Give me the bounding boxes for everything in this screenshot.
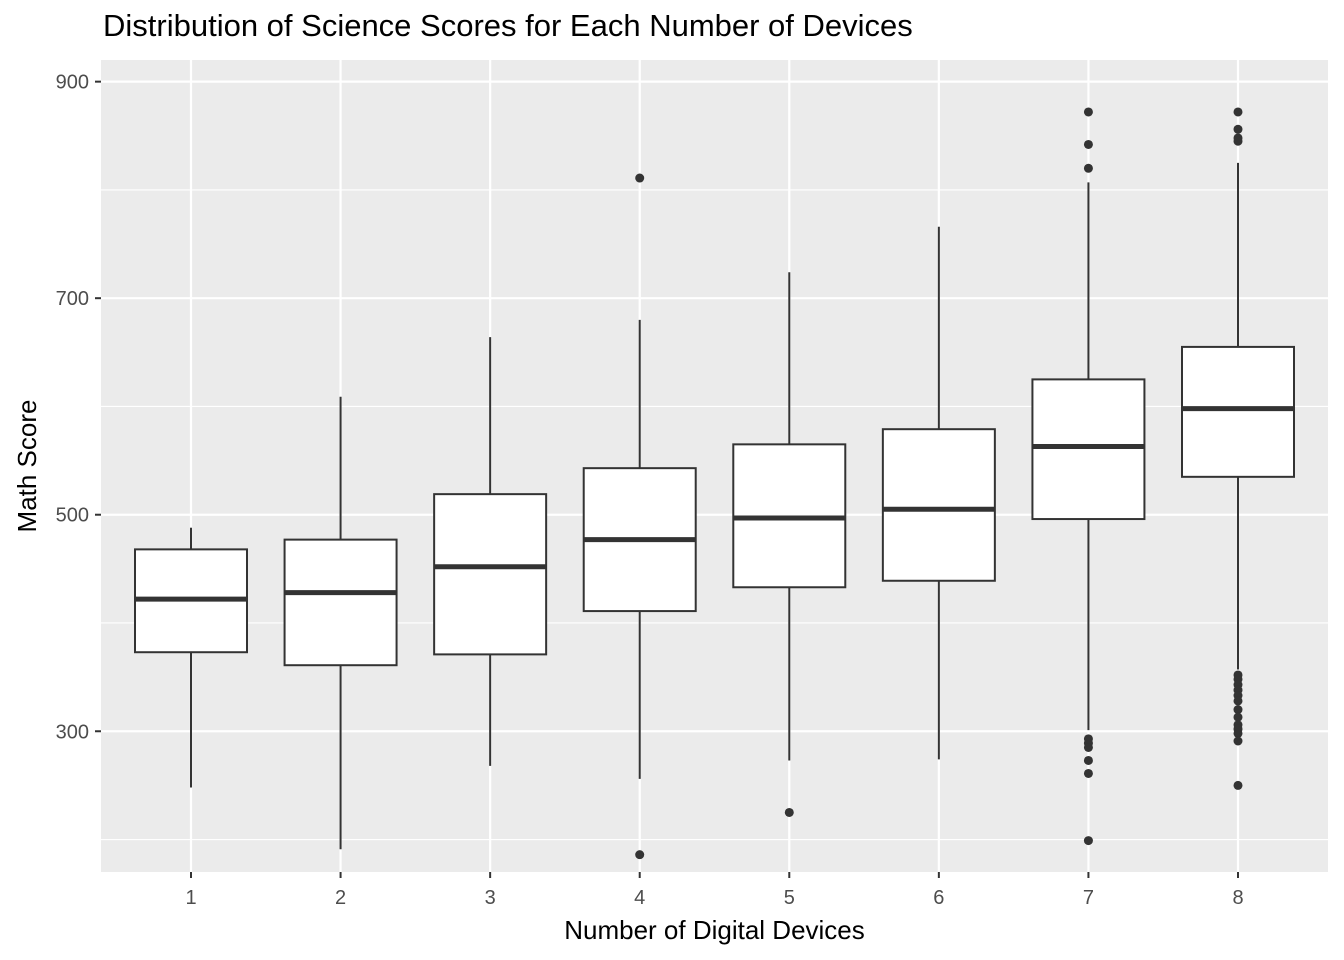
x-tick-label: 6 [933, 887, 944, 909]
x-tick-label: 1 [185, 887, 196, 909]
outlier-point [1233, 696, 1243, 706]
outlier-point [784, 807, 794, 817]
x-tick-label: 5 [784, 887, 795, 909]
box-group-3 [433, 337, 548, 766]
box [433, 493, 548, 656]
box-group-7 [1031, 107, 1146, 846]
outlier-point [1083, 755, 1093, 765]
outlier-point [1083, 836, 1093, 846]
y-tick-label: 700 [56, 288, 89, 310]
outlier-point [635, 173, 645, 183]
box [1181, 345, 1295, 478]
outlier-point [1233, 736, 1243, 746]
boxes-layer [134, 107, 1295, 860]
y-tick-label: 300 [56, 721, 89, 743]
box-group-4 [582, 173, 697, 860]
outlier-point [1233, 728, 1243, 738]
x-axis-title: Number of Digital Devices [564, 915, 865, 945]
x-tick-label: 7 [1083, 887, 1094, 909]
outlier-point [1083, 768, 1093, 778]
x-tick-label: 4 [634, 887, 645, 909]
y-tick-label: 900 [56, 72, 89, 94]
outlier-point [1233, 780, 1243, 790]
chart-title: Distribution of Science Scores for Each … [103, 8, 913, 43]
outlier-point [1083, 139, 1093, 149]
outlier-point [1083, 107, 1093, 117]
box-group-5 [732, 272, 847, 817]
box [283, 538, 398, 667]
outlier-point [1233, 107, 1243, 117]
outlier-point [1233, 124, 1243, 134]
y-tick-label: 500 [56, 505, 89, 527]
x-tick-label: 3 [485, 887, 496, 909]
outlier-point [1233, 136, 1243, 146]
y-axis-title: Math Score [12, 400, 42, 533]
outlier-point [1083, 163, 1093, 173]
x-tick-label: 8 [1232, 887, 1243, 909]
axis-layer: 300 500 700 900 1 2 3 4 5 6 7 8 [56, 72, 1244, 909]
x-tick-label: 2 [335, 887, 346, 909]
outlier-point [1233, 705, 1243, 715]
outlier-point [1233, 712, 1243, 722]
outlier-point [635, 850, 645, 860]
box-group-2 [283, 396, 398, 850]
box-group-6 [881, 226, 996, 760]
box-group-1 [134, 527, 248, 788]
outlier-point [1083, 742, 1093, 752]
box [1031, 378, 1146, 521]
box [881, 428, 996, 582]
box-group-8 [1181, 107, 1295, 790]
